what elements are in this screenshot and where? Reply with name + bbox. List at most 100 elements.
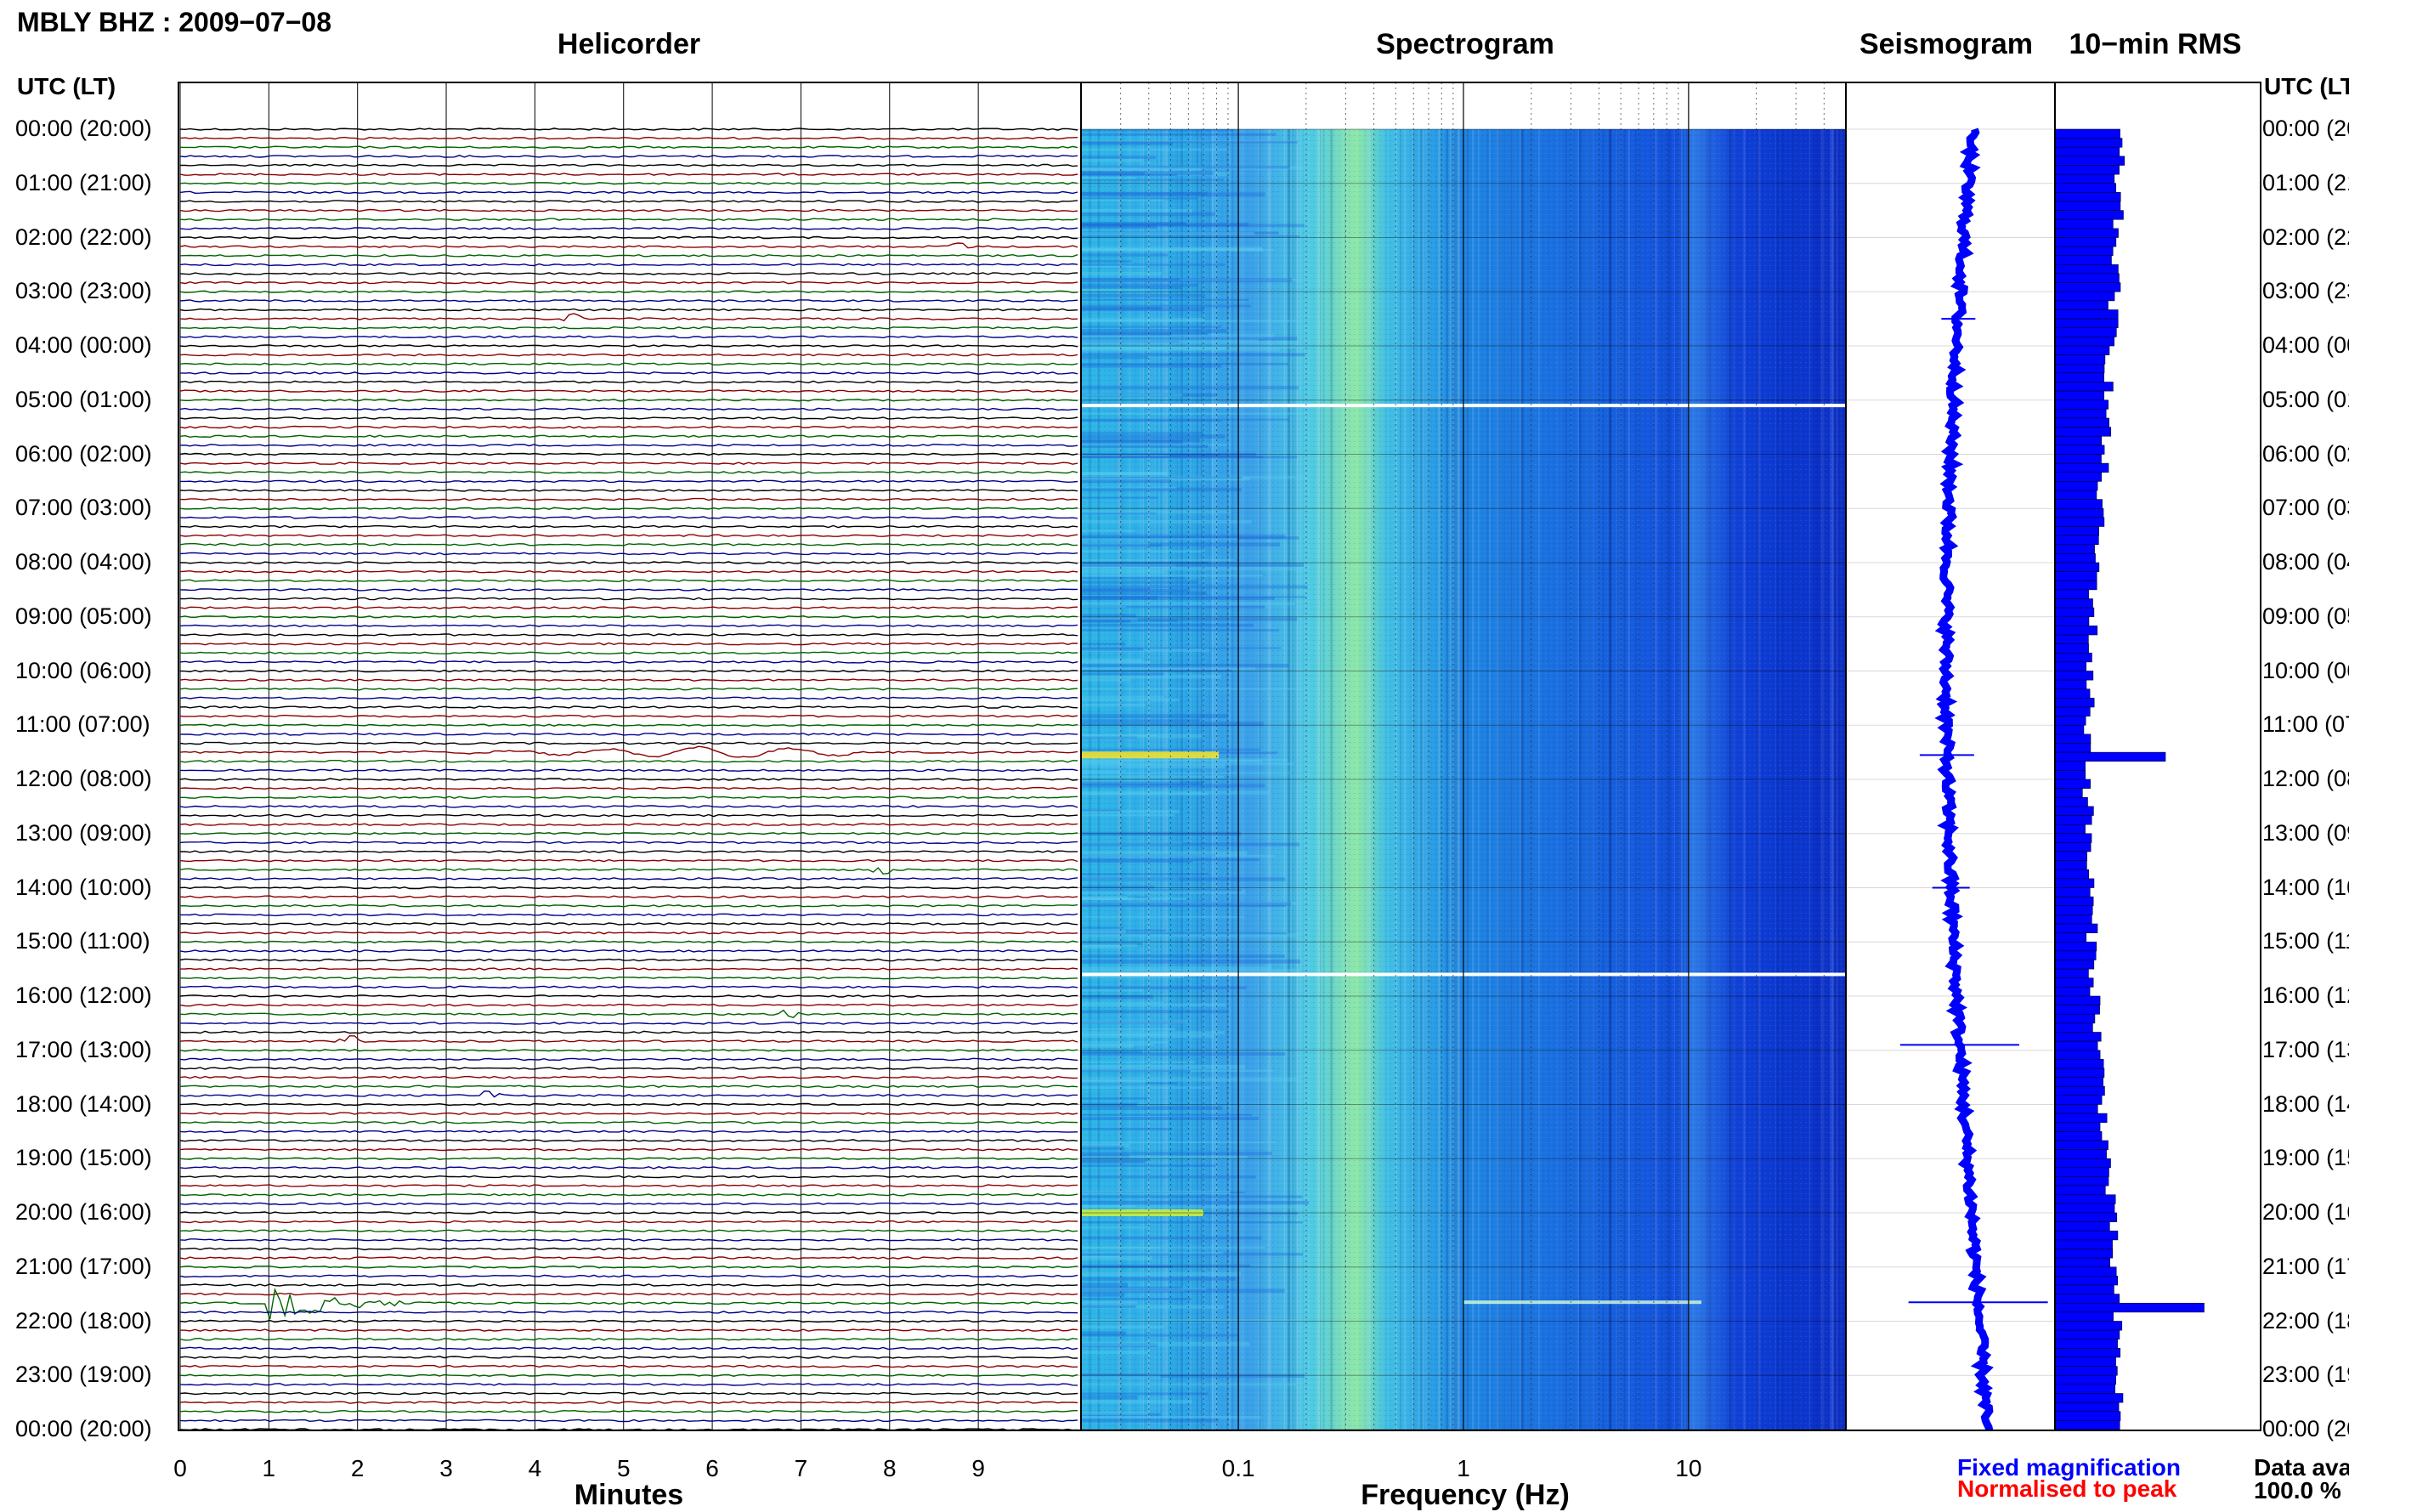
helicorder-trace — [179, 1220, 1078, 1224]
spectrogram-band — [1081, 235, 1300, 238]
rms-bar — [2054, 995, 2101, 1005]
helicorder-trace — [179, 967, 1078, 971]
seismogram-frame — [1845, 82, 2056, 1431]
legend-fixed: Fixed magnification — [1957, 1454, 2181, 1481]
helicorder-trace — [179, 173, 1078, 176]
spectrogram-band — [1081, 994, 1153, 1000]
hour-label: 08:00 (04:00) — [15, 549, 152, 575]
rms-bar — [2054, 824, 2086, 835]
spectrogram-band — [1081, 790, 1269, 795]
helicorder-trace — [179, 669, 1078, 673]
spectrogram-band — [1081, 944, 1121, 949]
spectrogram-band — [1081, 1266, 1173, 1268]
spectrogram-band — [1081, 487, 1242, 492]
rms-border — [2054, 82, 2261, 1431]
rms-bar — [2054, 761, 2086, 771]
spectrogram-band — [1081, 1154, 1130, 1159]
rms-bar — [2054, 138, 2123, 148]
spectrogram-event — [1081, 1209, 1203, 1216]
spectrogram-band — [1081, 1396, 1138, 1400]
helicorder-title: Helicorder — [557, 28, 701, 60]
rms-bar — [2054, 851, 2087, 861]
spectrogram-band — [1081, 1113, 1252, 1116]
spectrogram-band — [1081, 304, 1251, 308]
spectrogram-band — [1081, 1069, 1191, 1073]
seismogram-title: Seismogram — [1859, 28, 2034, 60]
spectrogram-band — [1081, 197, 1197, 200]
spectrogram-band — [1081, 1158, 1151, 1162]
spectrogram-band — [1081, 167, 1203, 172]
spectrogram-band — [1081, 177, 1137, 180]
helicorder-tick-label: 9 — [971, 1455, 985, 1481]
helicorder-trace — [179, 1067, 1078, 1070]
rms-bar — [2054, 354, 2106, 365]
rms-bar — [2054, 815, 2092, 825]
helicorder-trace — [179, 507, 1078, 511]
spectrogram-band — [1081, 332, 1208, 336]
spectrogram-band — [1081, 454, 1170, 457]
spectrogram-band — [1081, 591, 1208, 596]
spectrogram-band — [1081, 563, 1305, 568]
helicorder-trace — [179, 949, 1078, 953]
rms-bar — [2054, 1302, 2205, 1313]
spectrogram-band — [1081, 1283, 1129, 1288]
helicorder-trace — [179, 823, 1078, 826]
spectrogram-band — [1081, 569, 1165, 575]
rms-bar — [2054, 1276, 2119, 1286]
rms-bar — [2054, 688, 2091, 699]
spectrogram-event — [1081, 751, 1219, 759]
spectrogram-band — [1081, 129, 1235, 132]
spectrogram-band — [1081, 1383, 1298, 1386]
hour-label: 14:00 (10:00) — [15, 874, 152, 900]
rms-bar — [2054, 481, 2098, 491]
hour-label: 02:00 (22:00) — [15, 224, 152, 250]
spectrogram-band — [1081, 1061, 1195, 1063]
spectrogram-band — [1081, 860, 1193, 864]
rms-bar — [2054, 743, 2092, 753]
helicorder-tick-label: 8 — [882, 1455, 897, 1481]
spectrogram-band — [1081, 784, 1265, 788]
rms-bar — [2054, 318, 2119, 329]
spectrogram-band — [1081, 418, 1290, 421]
spectrogram-band — [1081, 1200, 1310, 1205]
rms-bar — [2054, 1013, 2096, 1024]
hour-label: 10:00 (06:00) — [2262, 657, 2349, 683]
hour-label: 21:00 (17:00) — [15, 1253, 152, 1279]
rms-bar — [2054, 128, 2120, 139]
spectrogram-band — [1081, 307, 1205, 312]
helicorder-trace — [179, 768, 1078, 773]
helicorder-trace — [180, 913, 1078, 917]
helicorder-trace — [179, 642, 1078, 646]
spectrogram-band — [1081, 332, 1172, 336]
hour-label: 07:00 (03:00) — [2262, 495, 2349, 521]
spectrogram-band — [1081, 735, 1137, 739]
rms-bar — [2054, 1420, 2120, 1430]
rms-bar — [2054, 417, 2109, 428]
spectrogram-band — [1081, 580, 1199, 584]
helicorder-tick-label: 1 — [262, 1455, 276, 1481]
spectrogram-band — [1081, 1141, 1276, 1144]
hour-label: 19:00 (15:00) — [15, 1145, 152, 1171]
spectrogram-band — [1081, 890, 1246, 894]
helicorder-trace — [179, 516, 1078, 519]
spectrogram-band — [1081, 1190, 1231, 1195]
spectrogram-band — [1081, 954, 1285, 958]
rms-bar — [2054, 751, 2166, 762]
spectrogram-band — [1081, 648, 1210, 652]
rms-bar — [2054, 1203, 2115, 1214]
rms-bar — [2054, 1176, 2109, 1186]
spectrogram-band — [1081, 678, 1129, 682]
spectrogram-band — [1081, 1286, 1182, 1290]
helicorder-tick-label: 5 — [616, 1455, 631, 1481]
helicorder-trace — [179, 242, 1078, 249]
rms-bar — [2054, 1257, 2110, 1268]
hour-label: 19:00 (15:00) — [2262, 1145, 2349, 1171]
spectrogram-band — [1081, 647, 1282, 649]
helicorder-trace — [179, 985, 1078, 989]
spectrogram-band — [1081, 1028, 1176, 1030]
helicorder-trace — [179, 705, 1078, 709]
spectrogram-band — [1081, 1044, 1154, 1046]
helicorder-trace — [179, 136, 1078, 140]
helicorder-trace — [179, 786, 1078, 790]
rms-bar — [2054, 698, 2095, 708]
